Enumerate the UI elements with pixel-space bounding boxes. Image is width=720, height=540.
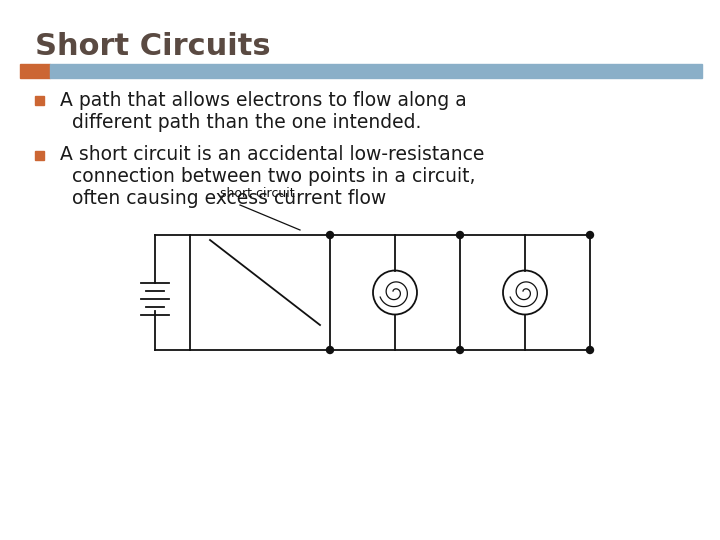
- Circle shape: [456, 232, 464, 239]
- Text: Short Circuits: Short Circuits: [35, 32, 271, 61]
- Circle shape: [326, 347, 333, 354]
- Bar: [50, 64, 702, 78]
- Circle shape: [456, 347, 464, 354]
- Bar: [35, 151, 44, 159]
- Text: A short circuit is an accidental low-resistance: A short circuit is an accidental low-res…: [60, 145, 485, 165]
- Circle shape: [326, 232, 333, 239]
- Circle shape: [587, 232, 593, 239]
- Text: A path that allows electrons to flow along a: A path that allows electrons to flow alo…: [60, 91, 467, 110]
- Bar: [35, 96, 44, 105]
- Text: different path than the one intended.: different path than the one intended.: [60, 112, 421, 132]
- Text: connection between two points in a circuit,: connection between two points in a circu…: [60, 167, 475, 186]
- Circle shape: [587, 347, 593, 354]
- Bar: [20, 64, 50, 78]
- Text: short circuit: short circuit: [220, 187, 294, 200]
- Text: often causing excess current flow: often causing excess current flow: [60, 190, 386, 208]
